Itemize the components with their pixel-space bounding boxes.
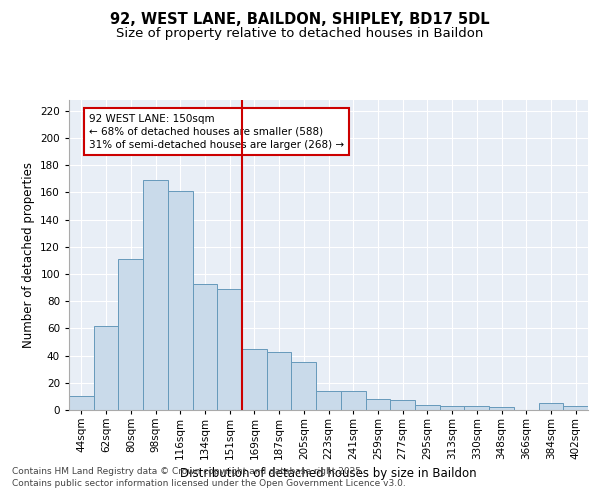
Bar (193, 284, 217, 410)
Bar (118, 259, 143, 410)
Bar (341, 391, 365, 410)
Bar (69, 396, 94, 410)
Bar (464, 406, 489, 410)
Bar (563, 406, 588, 410)
Bar (292, 362, 316, 410)
Bar (94, 326, 118, 410)
X-axis label: Distribution of detached houses by size in Baildon: Distribution of detached houses by size … (180, 468, 477, 480)
Text: Contains HM Land Registry data © Crown copyright and database right 2025.: Contains HM Land Registry data © Crown c… (12, 468, 364, 476)
Bar (365, 399, 390, 410)
Text: 92 WEST LANE: 150sqm
← 68% of detached houses are smaller (588)
31% of semi-deta: 92 WEST LANE: 150sqm ← 68% of detached h… (89, 114, 344, 150)
Bar (143, 180, 168, 410)
Bar (539, 403, 563, 410)
Bar (316, 391, 341, 410)
Text: 92, WEST LANE, BAILDON, SHIPLEY, BD17 5DL: 92, WEST LANE, BAILDON, SHIPLEY, BD17 5D… (110, 12, 490, 28)
Bar (440, 406, 464, 410)
Bar (390, 400, 415, 410)
Text: Contains public sector information licensed under the Open Government Licence v3: Contains public sector information licen… (12, 479, 406, 488)
Bar (242, 349, 267, 410)
Bar (168, 191, 193, 410)
Bar (489, 408, 514, 410)
Bar (415, 404, 440, 410)
Y-axis label: Number of detached properties: Number of detached properties (22, 162, 35, 348)
Bar (267, 352, 292, 410)
Bar (217, 289, 242, 410)
Text: Size of property relative to detached houses in Baildon: Size of property relative to detached ho… (116, 28, 484, 40)
